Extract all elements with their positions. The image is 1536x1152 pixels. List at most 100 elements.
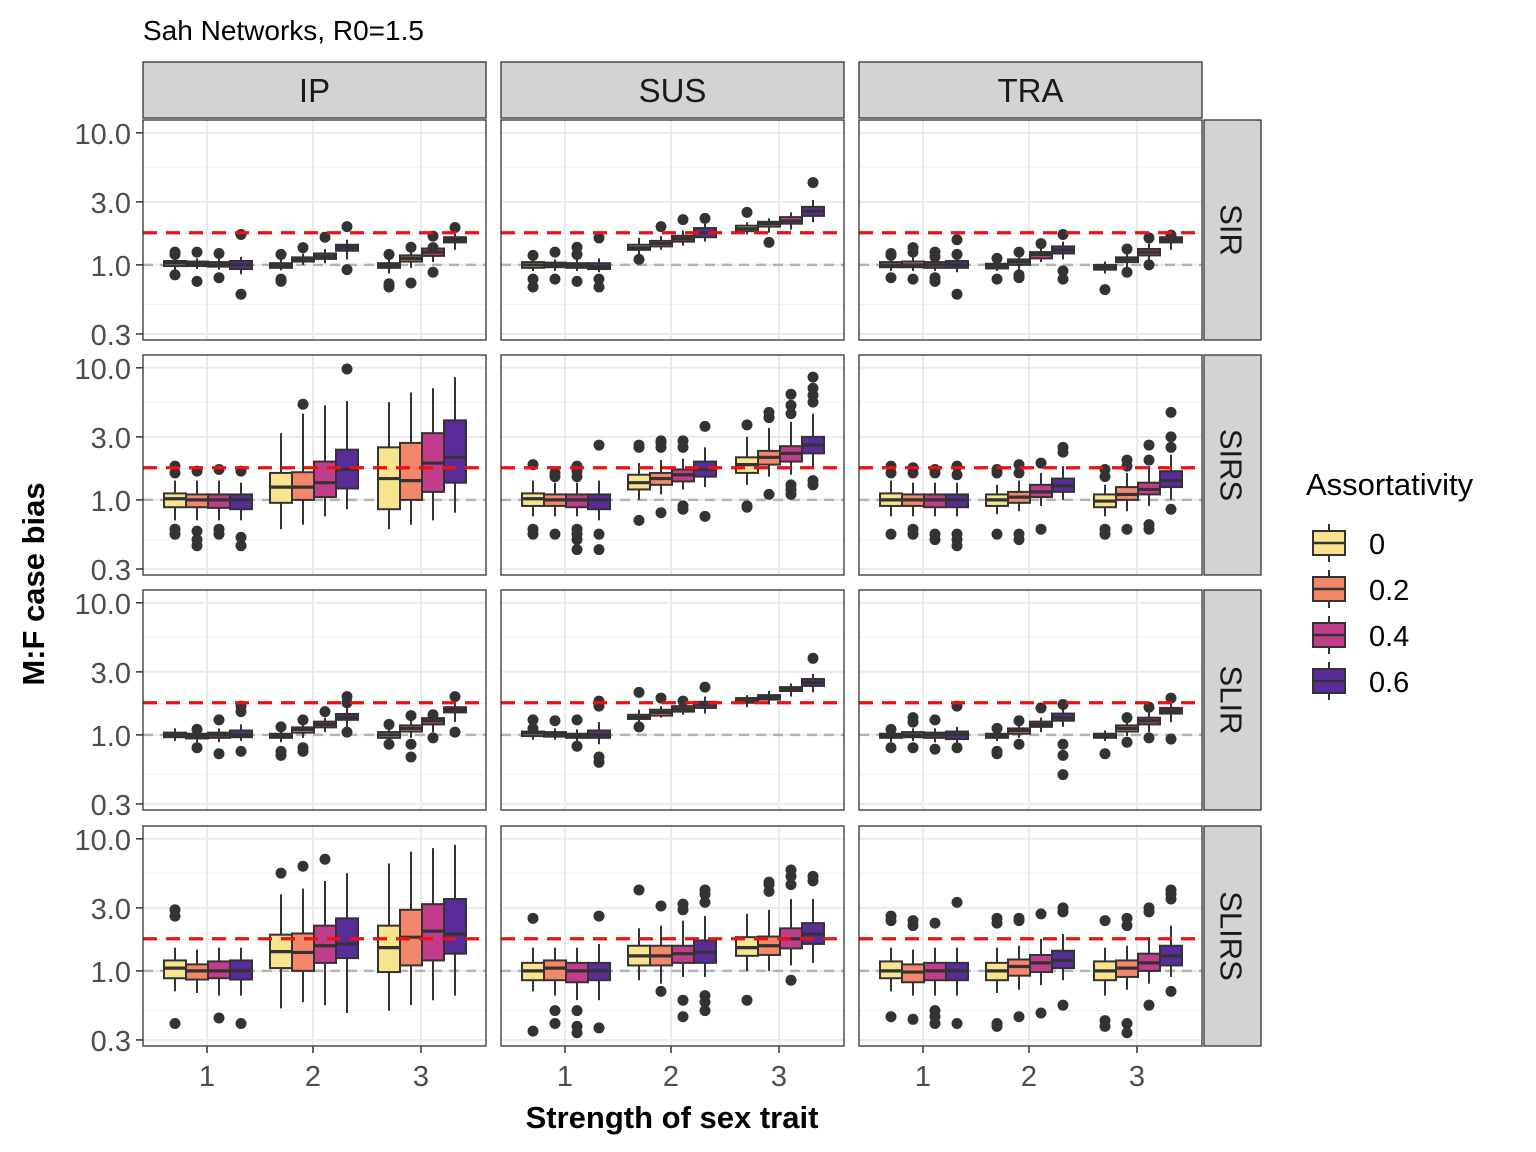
- box-outlier: [1143, 454, 1155, 466]
- box-outlier: [1143, 701, 1155, 713]
- box-outlier: [655, 435, 667, 447]
- box-outlier: [885, 910, 897, 922]
- box-strength-3-assort-0-4: [1137, 701, 1161, 744]
- box-outlier: [885, 247, 897, 259]
- box-outlier: [929, 463, 941, 475]
- box-strength-3-assort-0-4: [779, 683, 803, 697]
- box-outlier: [1121, 1017, 1133, 1029]
- box-outlier: [907, 273, 919, 285]
- box-outlier: [655, 900, 667, 912]
- box-outlier: [593, 439, 605, 451]
- box-outlier: [885, 272, 897, 284]
- box-outlier: [593, 232, 605, 244]
- box-outlier: [235, 288, 247, 300]
- box-outlier: [655, 692, 667, 704]
- box-strength-2-assort-0-2: [291, 242, 315, 265]
- box-outlier: [1165, 985, 1177, 997]
- box-outlier: [571, 714, 583, 726]
- x-tick-label: 2: [1021, 1061, 1037, 1093]
- box-outlier: [763, 488, 775, 500]
- column-strip-bg: [858, 61, 1203, 119]
- row-strip-bg: [1203, 589, 1262, 811]
- box-outlier: [991, 252, 1003, 264]
- box-outlier: [1035, 702, 1047, 714]
- column-strip-ip: IP: [142, 61, 487, 119]
- panel-border: [858, 119, 1203, 341]
- box-strength-2-assort-0-6: [1051, 228, 1075, 285]
- box-outlier: [297, 860, 309, 872]
- box-outlier: [885, 1011, 897, 1023]
- panel-border: [142, 825, 487, 1047]
- box-outlier: [1013, 246, 1025, 258]
- box-outlier: [807, 371, 819, 383]
- box-outlier: [1143, 902, 1155, 914]
- box-strength-3-assort-0-2: [757, 690, 781, 705]
- box-outlier: [383, 718, 395, 730]
- box-outlier: [991, 273, 1003, 285]
- box-strength-1-assort-0-2: [185, 723, 209, 754]
- box-outlier: [275, 749, 287, 761]
- panel-border: [500, 354, 845, 576]
- box-outlier: [1035, 908, 1047, 920]
- box-outlier: [319, 231, 331, 243]
- box-outlier: [405, 241, 417, 253]
- box-outlier: [885, 460, 897, 472]
- box-outlier: [427, 266, 439, 278]
- box-strength-2-assort-0-4: [313, 853, 337, 1006]
- box-outlier: [1121, 712, 1133, 724]
- box-outlier: [785, 879, 797, 891]
- box-outlier: [1057, 738, 1069, 750]
- box-strength-3-assort-0: [735, 206, 759, 235]
- panel-background: [143, 590, 486, 810]
- box-strength-1-assort-0-2: [901, 242, 925, 285]
- box-outlier: [699, 212, 711, 224]
- box-strength-3-assort-0-6: [443, 221, 467, 250]
- panel-background: [859, 590, 1202, 810]
- box-outlier: [169, 460, 181, 472]
- box-outlier: [527, 1025, 539, 1037]
- column-strip-tra: TRA: [858, 61, 1203, 119]
- box-outlier: [677, 898, 689, 910]
- box-strength-2-assort-0: [985, 722, 1009, 760]
- box-strength-3-assort-0-4: [779, 212, 803, 230]
- box-outlier: [169, 523, 181, 535]
- box-outlier: [571, 460, 583, 472]
- box-strength-3-assort-0-2: [1115, 712, 1139, 748]
- box-outlier: [951, 234, 963, 246]
- box-outlier: [1013, 912, 1025, 924]
- box-outlier: [1057, 446, 1069, 458]
- box-outlier: [1035, 523, 1047, 535]
- y-tick-label: 0.3: [91, 555, 131, 587]
- box-outlier: [527, 722, 539, 734]
- x-tick-label: 3: [1129, 1061, 1145, 1093]
- x-tick-label: 1: [915, 1061, 931, 1093]
- box-outlier: [571, 1020, 583, 1032]
- panel-background: [501, 355, 844, 575]
- legend-key-label: 0.2: [1369, 575, 1409, 607]
- box-outlier: [593, 273, 605, 285]
- box-outlier: [655, 985, 667, 997]
- box-strength-2-assort-0: [985, 252, 1009, 285]
- box-outlier: [341, 264, 353, 276]
- box-outlier: [549, 715, 561, 727]
- box-outlier: [929, 272, 941, 284]
- box-outlier: [807, 475, 819, 487]
- box-outlier: [633, 884, 645, 896]
- box-outlier: [1057, 228, 1069, 240]
- box-outlier: [571, 275, 583, 287]
- box-outlier: [527, 523, 539, 535]
- y-tick-label: 3.0: [91, 188, 131, 220]
- box-strength-2-assort-0-2: [649, 692, 673, 718]
- box-outlier: [1035, 457, 1047, 469]
- box-strength-2-assort-0-6: [693, 884, 717, 1017]
- y-tick-label: 10.0: [75, 119, 131, 151]
- box-strength-1-assort-0-2: [543, 246, 567, 285]
- box-outlier: [1121, 912, 1133, 924]
- box-outlier: [169, 246, 181, 258]
- box-outlier: [807, 382, 819, 394]
- legend-key-label: 0: [1369, 529, 1385, 561]
- box-outlier: [213, 463, 225, 475]
- box-outlier: [677, 994, 689, 1006]
- box-outlier: [1143, 732, 1155, 744]
- box-strength-2-assort-0-4: [1029, 457, 1053, 535]
